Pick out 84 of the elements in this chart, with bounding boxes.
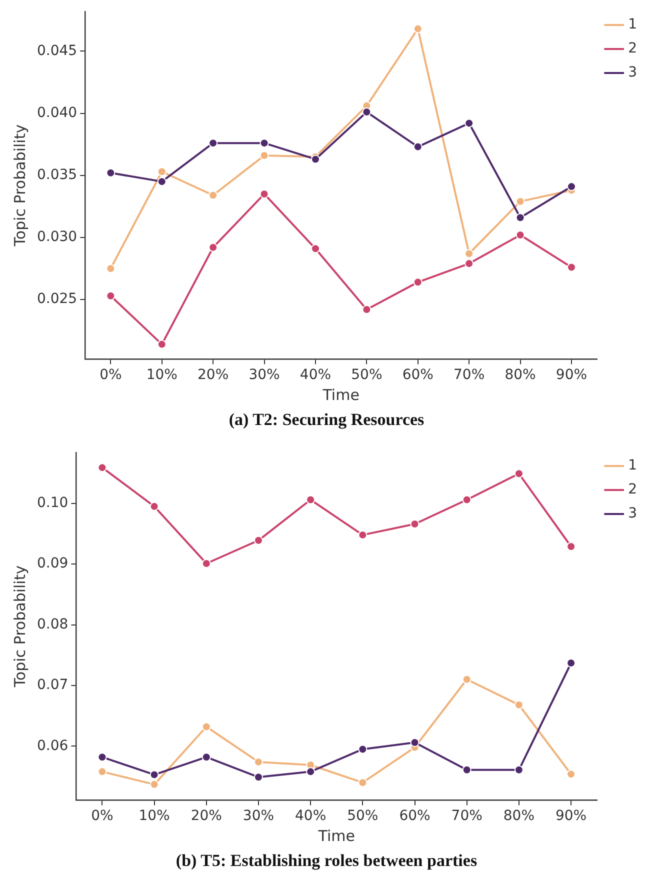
point <box>358 778 368 788</box>
y-tick-label: 0.035 <box>36 167 78 184</box>
x-tick-label: 20% <box>198 367 229 384</box>
text: (b) T5: Establishing roles between parties <box>174 851 478 871</box>
x-tick-label: 60% <box>402 367 434 384</box>
legend-label: 1 <box>628 458 638 474</box>
x-tick-label: 30% <box>248 367 280 384</box>
y-tick-label: 0.08 <box>37 616 68 632</box>
point <box>157 177 166 186</box>
x-axis-title: Time <box>322 386 360 404</box>
point <box>514 700 524 710</box>
point <box>306 767 316 776</box>
point <box>208 190 218 200</box>
point <box>514 469 524 478</box>
x-tick-label: 40% <box>295 808 326 824</box>
y-tick-label: 0.10 <box>37 495 68 512</box>
point <box>254 772 263 782</box>
point <box>358 744 368 754</box>
point <box>202 722 211 732</box>
point <box>413 278 422 287</box>
x-tick-label: 70% <box>454 367 485 384</box>
point <box>208 138 218 148</box>
point <box>413 24 422 34</box>
point <box>566 182 576 192</box>
x-tick-label: 10% <box>138 808 170 824</box>
x-tick-label: 0% <box>91 808 114 824</box>
point <box>413 142 422 152</box>
y-axis-title: Topic Probability <box>10 124 29 248</box>
point <box>98 752 107 762</box>
point <box>98 767 107 776</box>
point <box>462 495 472 504</box>
point <box>150 770 159 780</box>
y-tick-label: 0.09 <box>37 556 68 572</box>
x-tick-label: 10% <box>146 367 178 384</box>
point <box>516 213 525 222</box>
y-tick-label: 0.045 <box>36 42 78 59</box>
point <box>462 765 472 774</box>
x-tick-label: 20% <box>190 808 222 824</box>
point <box>410 738 420 748</box>
point <box>150 780 159 789</box>
point <box>462 674 472 684</box>
legend-label: 2 <box>628 482 638 498</box>
point <box>362 108 372 117</box>
point <box>514 765 524 774</box>
x-tick-label: 70% <box>451 808 482 824</box>
legend-label: 3 <box>628 64 638 81</box>
point <box>464 249 474 258</box>
point <box>464 118 474 128</box>
legend-label: 3 <box>628 506 638 522</box>
x-tick-label: 80% <box>504 367 536 384</box>
point <box>157 167 166 176</box>
point <box>98 463 107 472</box>
x-tick-label: 90% <box>556 367 588 384</box>
point <box>106 291 116 300</box>
y-tick-label: 0.07 <box>37 677 68 694</box>
x-tick-label: 90% <box>555 808 587 824</box>
point <box>202 752 211 762</box>
y-tick-label: 0.06 <box>37 738 68 754</box>
legend-label: 1 <box>628 16 638 33</box>
point <box>306 495 316 504</box>
legend-label: 2 <box>628 40 638 57</box>
x-tick-label: 60% <box>399 808 430 824</box>
point <box>566 262 576 272</box>
point <box>157 340 166 349</box>
point <box>310 154 320 164</box>
point <box>106 168 116 178</box>
point <box>310 244 320 254</box>
y-tick-label: 0.030 <box>36 229 78 246</box>
point <box>254 536 263 545</box>
point <box>202 558 211 568</box>
x-axis-title: Time <box>317 826 355 845</box>
x-tick-label: 80% <box>503 808 535 824</box>
y-tick-label: 0.025 <box>36 291 78 308</box>
x-tick-label: 50% <box>347 808 378 824</box>
x-tick-label: 50% <box>351 367 382 384</box>
y-axis-title: Topic Probability <box>10 565 29 688</box>
x-tick-label: 30% <box>242 808 274 824</box>
text: (a) T2: Securing Resources <box>228 410 426 430</box>
point <box>208 242 218 252</box>
x-tick-label: 40% <box>300 367 332 384</box>
x-tick-label: 0% <box>100 367 122 384</box>
point <box>260 138 269 148</box>
y-tick-label: 0.040 <box>36 104 78 121</box>
point <box>150 502 159 511</box>
